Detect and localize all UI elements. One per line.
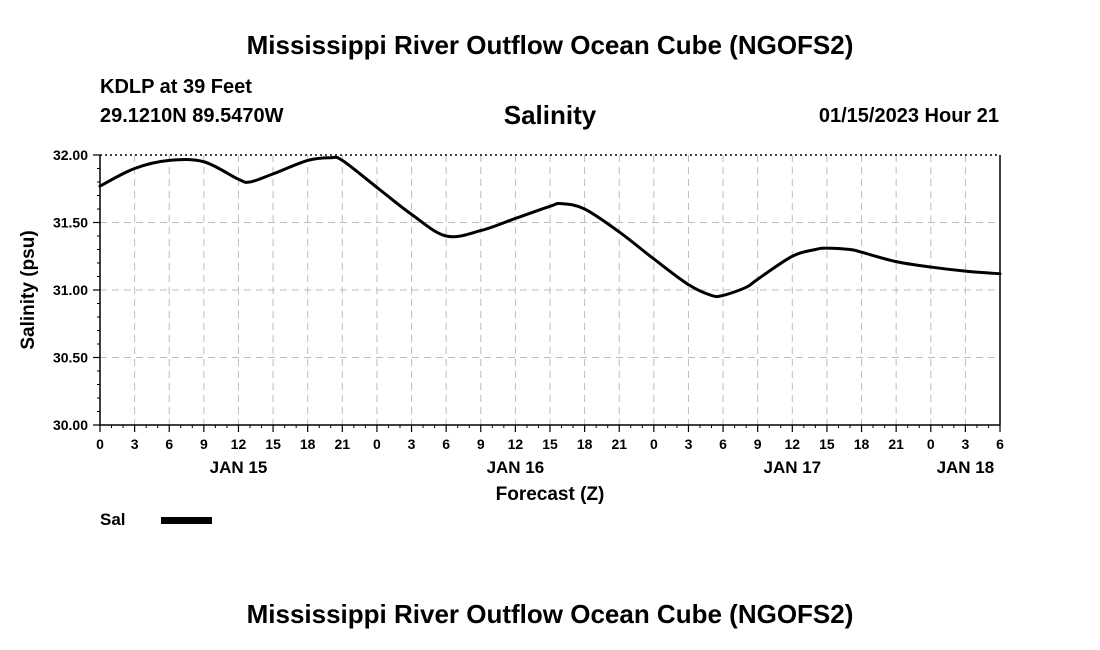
x-tick-label: 6 bbox=[165, 436, 173, 452]
x-tick-label: 6 bbox=[996, 436, 1004, 452]
x-tick-label: 3 bbox=[408, 436, 416, 452]
x-tick-label: 3 bbox=[685, 436, 693, 452]
x-tick-label: 6 bbox=[442, 436, 450, 452]
x-tick-label: 6 bbox=[719, 436, 727, 452]
y-tick-label: 31.50 bbox=[53, 215, 88, 231]
y-tick-label: 30.00 bbox=[53, 417, 88, 433]
legend-label: Sal bbox=[100, 510, 126, 529]
x-date-label: JAN 17 bbox=[763, 458, 821, 477]
x-tick-label: 9 bbox=[754, 436, 762, 452]
series-line-sal bbox=[98, 155, 1002, 299]
x-date-label: JAN 15 bbox=[210, 458, 268, 477]
chart-title: Salinity bbox=[503, 100, 597, 130]
y-tick-label: 31.00 bbox=[53, 282, 88, 298]
x-date-label: JAN 18 bbox=[937, 458, 995, 477]
y-tick-label: 32.00 bbox=[53, 147, 88, 163]
x-tick-label: 0 bbox=[373, 436, 381, 452]
y-axis-label: Salinity (psu) bbox=[18, 230, 39, 349]
x-tick-label: 0 bbox=[650, 436, 658, 452]
x-tick-label: 0 bbox=[96, 436, 104, 452]
x-tick-label: 21 bbox=[888, 436, 904, 452]
x-tick-label: 18 bbox=[577, 436, 593, 452]
x-tick-label: 15 bbox=[265, 436, 281, 452]
x-tick-label: 21 bbox=[335, 436, 351, 452]
x-tick-label: 3 bbox=[961, 436, 969, 452]
x-tick-label: 12 bbox=[785, 436, 801, 452]
x-tick-label: 18 bbox=[300, 436, 316, 452]
legend-swatch bbox=[161, 517, 212, 524]
x-tick-label: 3 bbox=[131, 436, 139, 452]
x-tick-label: 18 bbox=[854, 436, 870, 452]
coordinates-label: 29.1210N 89.5470W bbox=[100, 105, 284, 127]
x-axis-label: Forecast (Z) bbox=[496, 484, 605, 505]
forecast-datetime: 01/15/2023 Hour 21 bbox=[818, 105, 999, 127]
x-tick-label: 15 bbox=[542, 436, 558, 452]
x-date-label: JAN 16 bbox=[487, 458, 545, 477]
x-tick-label: 0 bbox=[927, 436, 935, 452]
page-title-bottom: Mississippi River Outflow Ocean Cube (NG… bbox=[246, 599, 854, 629]
x-tick-label: 9 bbox=[200, 436, 208, 452]
x-tick-label: 12 bbox=[508, 436, 524, 452]
page-title-top: Mississippi River Outflow Ocean Cube (NG… bbox=[246, 30, 854, 60]
x-tick-label: 21 bbox=[611, 436, 627, 452]
x-tick-label: 15 bbox=[819, 436, 835, 452]
x-tick-label: 9 bbox=[477, 436, 485, 452]
x-tick-label: 12 bbox=[231, 436, 247, 452]
y-tick-label: 30.50 bbox=[53, 350, 88, 366]
station-label: KDLP at 39 Feet bbox=[100, 76, 252, 98]
